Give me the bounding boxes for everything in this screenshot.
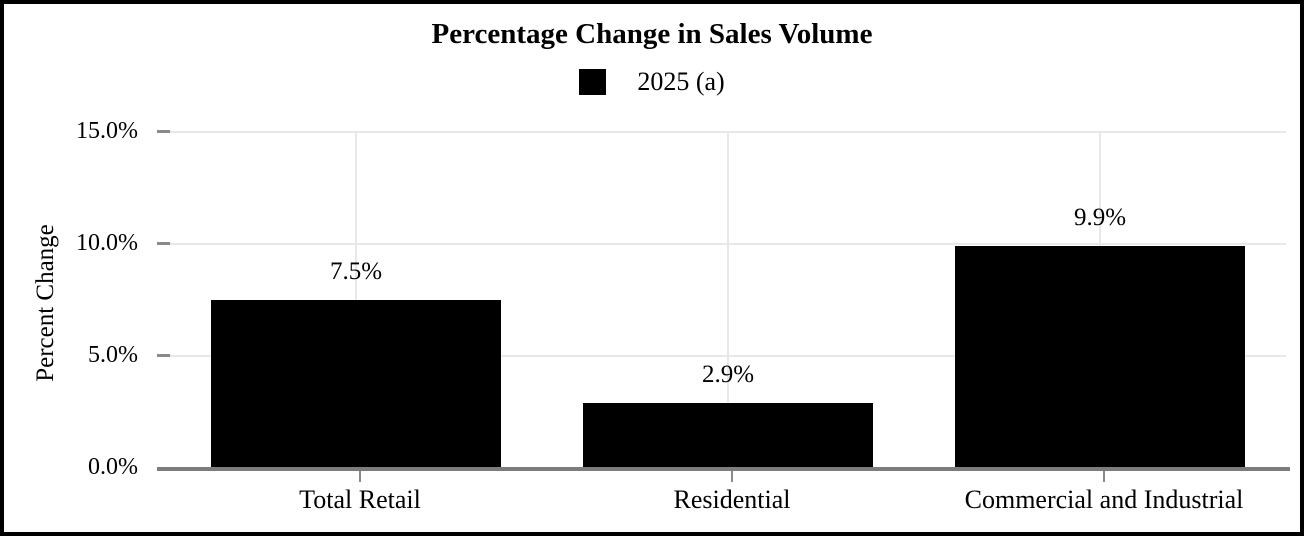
category-label-total-retail: Total Retail <box>299 485 421 514</box>
value-label: 7.5% <box>329 257 383 285</box>
value-label: 2.9% <box>701 360 755 388</box>
legend: 2025 (a) <box>4 66 1300 98</box>
y-tick-label-0: 0.0% <box>88 454 138 480</box>
bar-group-residential: 2.9% <box>583 131 873 468</box>
y-tick-mark <box>157 130 170 133</box>
bar-group-commercial-industrial: 9.9% <box>955 131 1245 468</box>
y-tick-mark <box>157 354 170 357</box>
bar-group-total-retail: 7.5% <box>211 131 501 468</box>
bar-residential <box>583 402 873 468</box>
category-label-commercial-industrial: Commercial and Industrial <box>964 485 1244 514</box>
x-axis-line <box>157 467 1290 471</box>
legend-swatch <box>579 69 607 95</box>
legend-label: 2025 (a) <box>637 67 725 96</box>
bar-total-retail <box>211 299 501 468</box>
y-tick-label-5: 5.0% <box>88 342 138 368</box>
category-label-residential: Residential <box>673 485 791 514</box>
x-tick-mark <box>359 471 361 482</box>
y-tick-mark <box>157 242 170 245</box>
bar-commercial-industrial <box>955 245 1245 468</box>
value-label: 9.9% <box>1073 203 1127 231</box>
plot-area: 7.5% 2.9% 9.9% <box>170 131 1286 468</box>
x-tick-mark <box>731 471 733 482</box>
y-tick-label-10: 10.0% <box>76 230 138 256</box>
chart-title: Percentage Change in Sales Volume <box>431 18 873 50</box>
gridline-vertical-residential <box>727 131 729 468</box>
y-tick-label-15: 15.0% <box>76 118 138 144</box>
x-tick-mark <box>1103 471 1105 482</box>
